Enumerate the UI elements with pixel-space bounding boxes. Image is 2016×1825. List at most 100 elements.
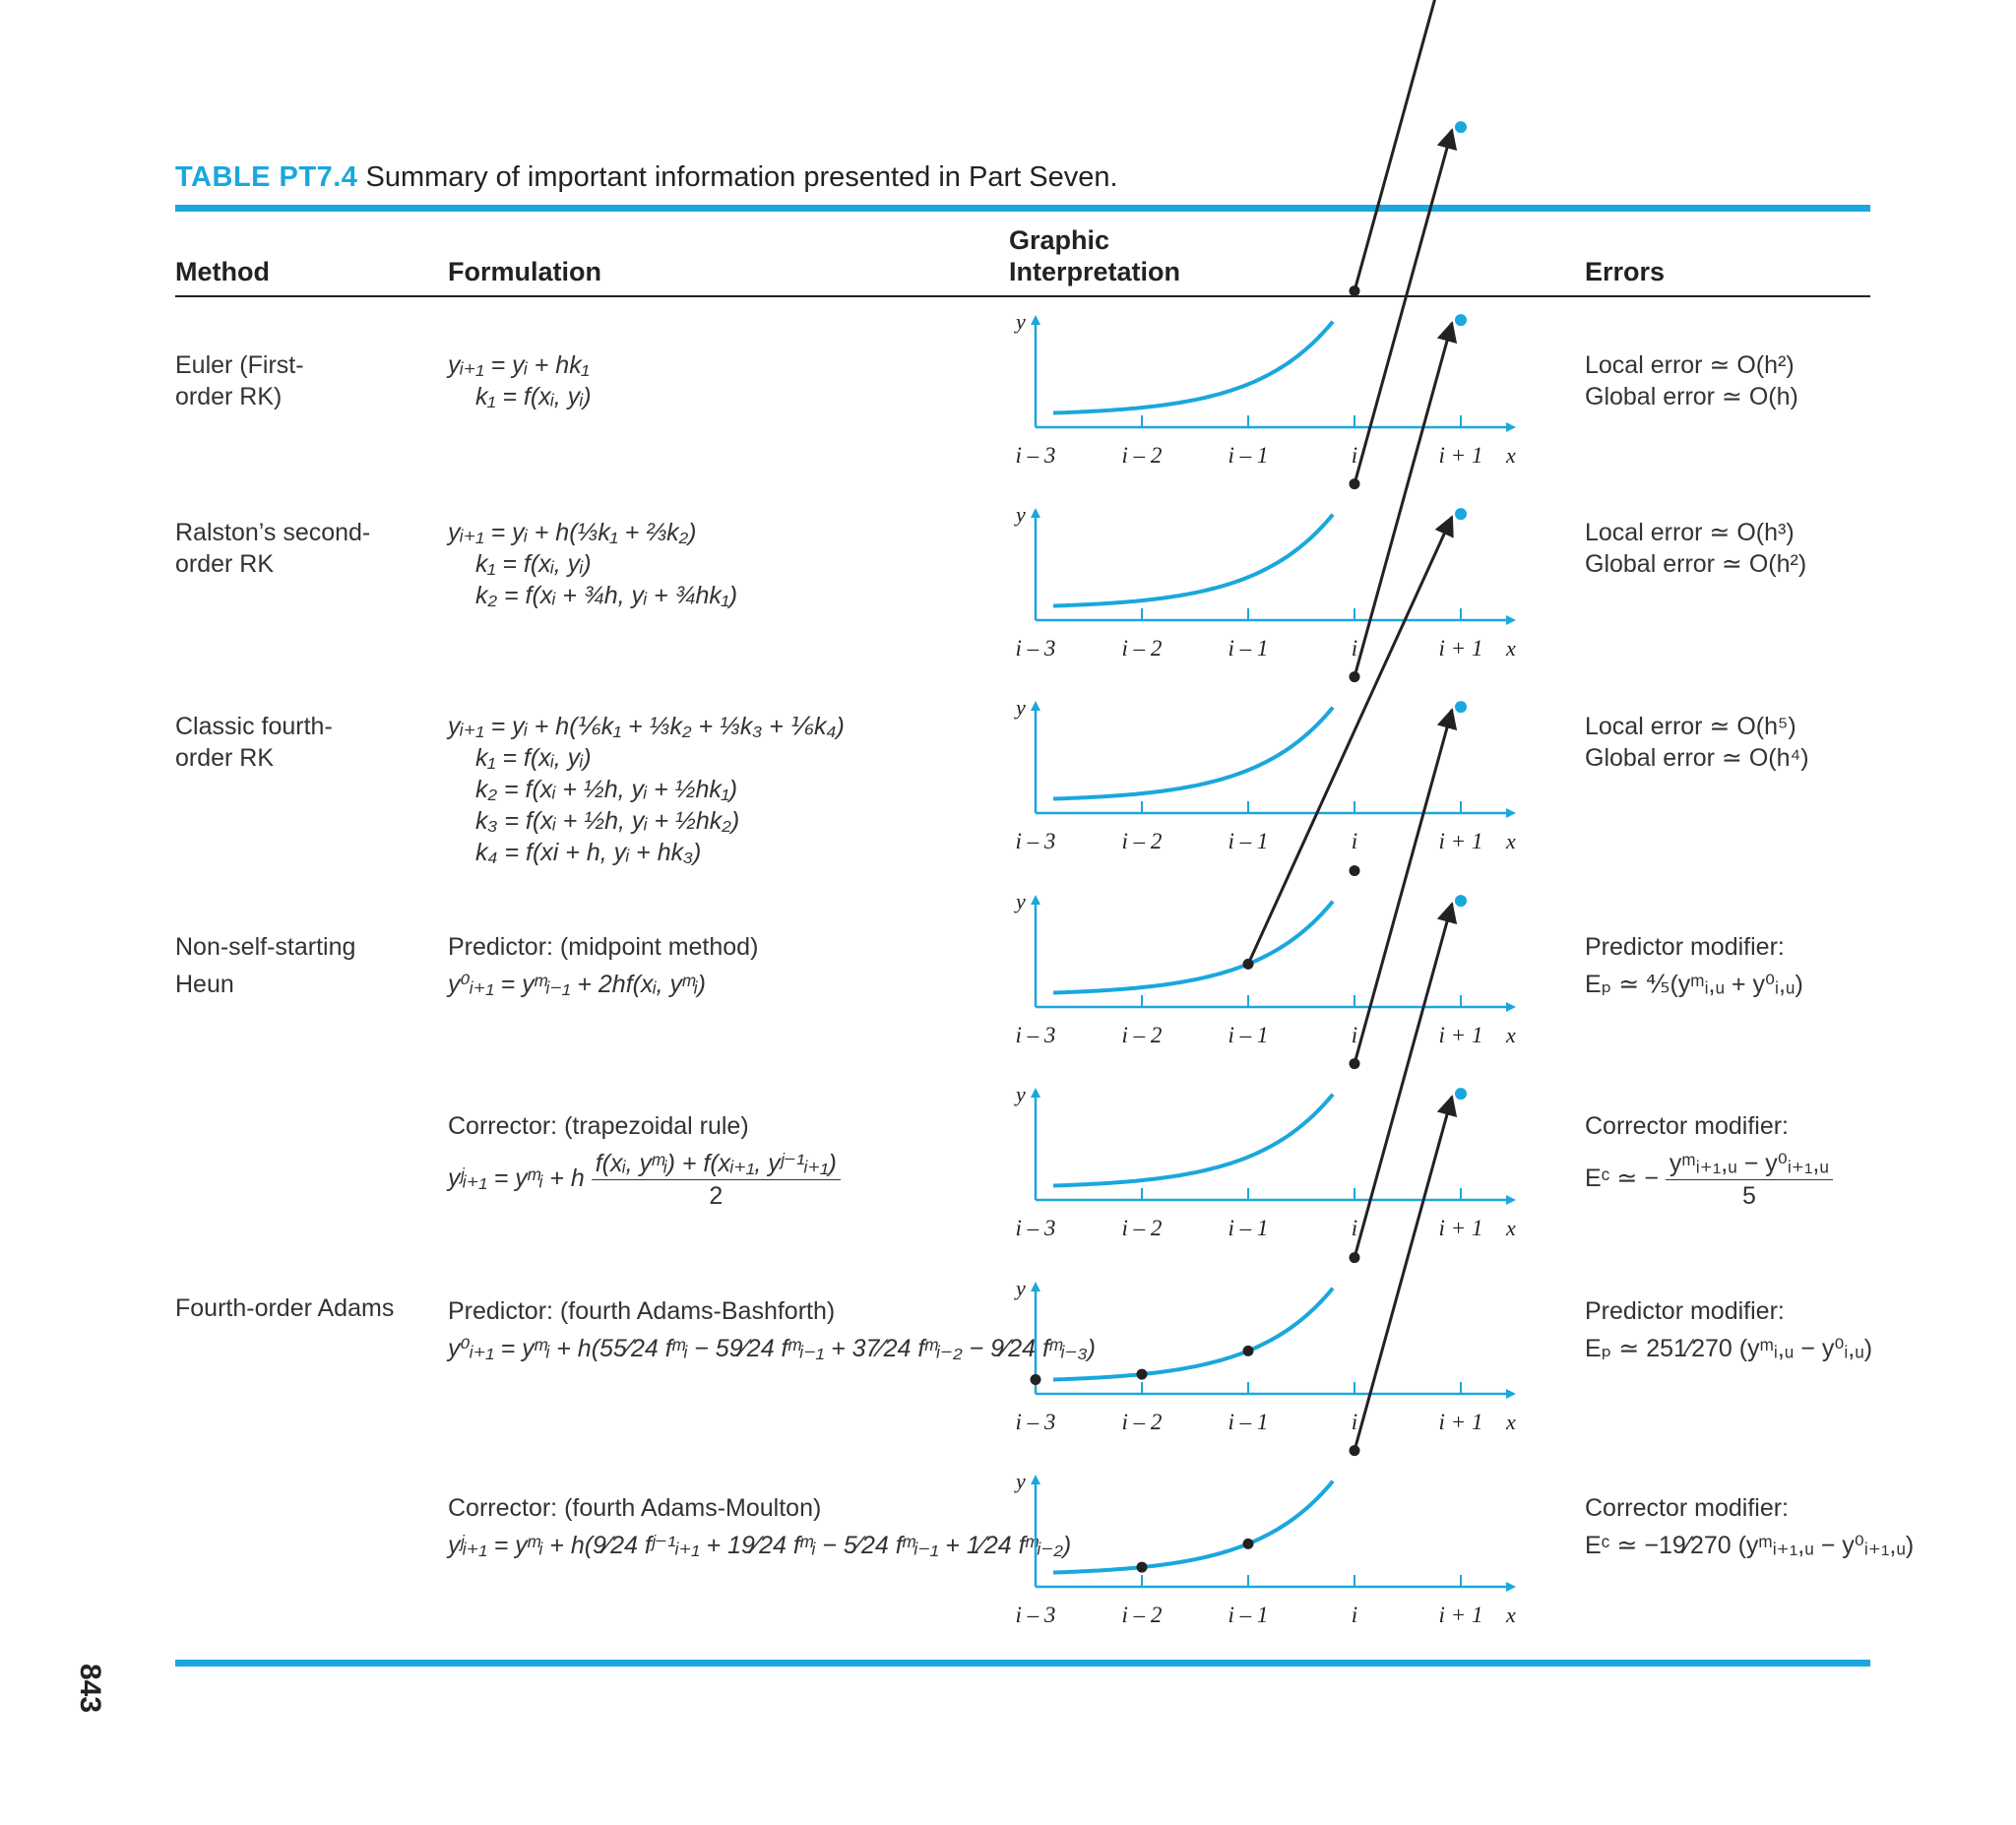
- x-tick-label: i – 2: [1122, 636, 1163, 661]
- method-line: Fourth-order Adams: [175, 1294, 395, 1322]
- x-tick-label: i – 3: [1016, 1216, 1056, 1240]
- x-tick-label: i – 2: [1122, 1410, 1163, 1434]
- x-tick-label: i – 1: [1228, 829, 1269, 853]
- data-point: [1242, 1345, 1254, 1356]
- y-axis-arrow: [1031, 1282, 1040, 1291]
- formula-line: y⁰ᵢ₊₁ = yᵐᵢ₋₁ + 2hf(xᵢ, yᵐᵢ): [448, 971, 706, 998]
- solution-curve: [1052, 1479, 1335, 1575]
- formula-adams-corrector: Corrector: (fourth Adams-Moulton) yʲᵢ₊₁ …: [448, 1489, 1071, 1564]
- data-point: [1136, 1561, 1148, 1573]
- graph-svg: y x i – 3 i – 2 i – 1 i i + 1: [1014, 0, 1516, 468]
- errors-ralston: Local error ≃ O(h³) Global error ≃ O(h²): [1585, 517, 1806, 580]
- page-number: 843: [74, 1664, 106, 1714]
- formula-line: k₄ = f(xi + h, yᵢ + hk₃): [475, 839, 702, 866]
- x-axis-label: x: [1505, 1023, 1516, 1047]
- start-point: [1242, 958, 1254, 970]
- error-line: Eₚ ≃ ⅘(yᵐᵢ,ᵤ + y⁰ᵢ,ᵤ): [1585, 971, 1803, 998]
- slope-arrow: [1353, 708, 1458, 1064]
- method-ralston: Ralston’s second- order RK: [175, 517, 370, 580]
- formula-line: k₁ = f(xᵢ, yᵢ): [475, 744, 592, 772]
- method-heun: Non-self-starting Heun: [175, 928, 355, 1003]
- formula-line: yʲᵢ₊₁ = yᵐᵢ + h(9⁄24 fʲ⁻¹ᵢ₊₁ + 19⁄24 fᵐᵢ…: [448, 1532, 1072, 1559]
- x-tick-label: i + 1: [1439, 636, 1483, 661]
- slope-arrow: [1353, 128, 1458, 484]
- x-axis-arrow: [1506, 1002, 1516, 1012]
- x-axis-arrow: [1506, 422, 1516, 432]
- graph-svg: y x i – 3 i – 2 i – 1 i i + 1: [1014, 1088, 1516, 1627]
- predicted-point: [1455, 895, 1467, 908]
- error-line: Local error ≃ O(h³): [1585, 519, 1795, 546]
- formula-lhs: yʲᵢ₊₁ = yᵐᵢ + h: [448, 1164, 585, 1193]
- method-line: Classic fourth-: [175, 713, 333, 740]
- fraction-numerator: f(xᵢ, yᵐᵢ) + f(xᵢ₊₁, yʲ⁻¹ᵢ₊₁): [591, 1148, 841, 1180]
- x-tick-label: i – 3: [1016, 1603, 1056, 1627]
- method-line: order RK): [175, 383, 283, 410]
- y-axis-label: y: [1014, 1082, 1026, 1106]
- graph-svg: y x i – 3 i – 2 i – 1 i i + 1: [1014, 895, 1516, 1434]
- bottom-rule: [175, 1660, 1870, 1667]
- method-line: order RK: [175, 744, 275, 772]
- errors-heun-corrector: Corrector modifier: Eᶜ ≃ − yᵐᵢ₊₁,ᵤ − y⁰ᵢ…: [1585, 1110, 1833, 1212]
- data-point: [1242, 1538, 1254, 1549]
- errors-adams-predictor: Predictor modifier: Eₚ ≃ 251⁄270 (yᵐᵢ,ᵤ …: [1585, 1292, 1872, 1367]
- fraction-numerator: yᵐᵢ₊₁,ᵤ − y⁰ᵢ₊₁,ᵤ: [1665, 1148, 1833, 1180]
- x-tick-label: i – 1: [1228, 1023, 1269, 1047]
- slope-arrow: [1353, 1095, 1458, 1451]
- x-tick-label: i: [1352, 443, 1357, 468]
- table-caption-text: Summary of important information present…: [365, 161, 1118, 193]
- x-tick-label: i – 3: [1016, 443, 1056, 468]
- formula-adams-predictor: Predictor: (fourth Adams-Bashforth) y⁰ᵢ₊…: [448, 1292, 1096, 1367]
- method-line: order RK: [175, 550, 275, 578]
- error-line: Corrector modifier:: [1585, 1112, 1789, 1140]
- solution-curve: [1052, 320, 1335, 415]
- formula-line: y⁰ᵢ₊₁ = yᵐᵢ + h(55⁄24 fᵐᵢ − 59⁄24 fᵐᵢ₋₁ …: [448, 1335, 1096, 1362]
- x-tick-label: i – 3: [1016, 829, 1056, 853]
- x-tick-label: i + 1: [1439, 1603, 1483, 1627]
- x-tick-label: i + 1: [1439, 1216, 1483, 1240]
- error-lhs: Eᶜ ≃ −: [1585, 1164, 1659, 1193]
- formula-rk4: yᵢ₊₁ = yᵢ + h(⅙k₁ + ⅓k₂ + ⅓k₃ + ⅙k₄) k₁ …: [448, 711, 845, 868]
- predicted-point: [1455, 508, 1467, 521]
- graph-heun-corrector: y x i – 3 i – 2 i – 1 i i + 1: [1004, 701, 1555, 1253]
- predicted-point: [1455, 314, 1467, 327]
- y-axis-arrow: [1031, 1475, 1040, 1484]
- x-tick-label: i – 2: [1122, 829, 1163, 853]
- method-rk4: Classic fourth- order RK: [175, 711, 333, 774]
- predicted-point: [1455, 121, 1467, 134]
- graph-svg: y x i – 3 i – 2 i – 1 i i + 1: [1014, 508, 1516, 1047]
- x-axis-label: x: [1505, 1216, 1516, 1240]
- error-line: Corrector modifier:: [1585, 1494, 1789, 1522]
- slope-arrow: [1353, 321, 1458, 677]
- y-axis-arrow: [1031, 315, 1040, 325]
- formula-heun-corrector: Corrector: (trapezoidal rule) yʲᵢ₊₁ = yᵐ…: [448, 1110, 841, 1212]
- x-tick-label: i: [1352, 829, 1357, 853]
- x-axis-arrow: [1506, 1582, 1516, 1592]
- errors-rk4: Local error ≃ O(h⁵) Global error ≃ O(h⁴): [1585, 711, 1809, 774]
- graph-svg: y x i – 3 i – 2 i – 1 i i + 1: [1014, 701, 1516, 1240]
- method-line: Euler (First-: [175, 351, 304, 379]
- data-point: [1136, 1368, 1148, 1380]
- slope-arrow: [1353, 902, 1458, 1258]
- formula-line: Predictor: (fourth Adams-Bashforth): [448, 1297, 836, 1325]
- x-axis-label: x: [1505, 1410, 1516, 1434]
- solution-curve: [1052, 706, 1335, 801]
- x-tick-label: i – 1: [1228, 443, 1269, 468]
- error-line: Local error ≃ O(h²): [1585, 351, 1795, 379]
- error-line: Local error ≃ O(h⁵): [1585, 713, 1796, 740]
- start-point: [1349, 285, 1360, 297]
- graph-adams-corrector: y x i – 3 i – 2 i – 1 i i + 1: [1004, 1088, 1555, 1640]
- header-formulation: Formulation: [448, 257, 601, 286]
- header-graphic-line2: Interpretation: [1009, 257, 1181, 286]
- formula-line: yᵢ₊₁ = yᵢ + hk₁: [448, 351, 590, 379]
- x-tick-label: i + 1: [1439, 829, 1483, 853]
- header-rule: [175, 295, 1870, 297]
- formula-line: k₂ = f(xᵢ + ½h, yᵢ + ½hk₁): [475, 776, 738, 803]
- formula-line: k₃ = f(xᵢ + ½h, yᵢ + ½hk₂): [475, 807, 740, 835]
- data-point: [1349, 865, 1360, 877]
- solution-curve: [1052, 513, 1335, 608]
- table-tag: TABLE PT7.4: [175, 161, 358, 193]
- x-tick-label: i: [1352, 636, 1357, 661]
- y-axis-arrow: [1031, 1088, 1040, 1098]
- formula-line: yᵢ₊₁ = yᵢ + h(⅙k₁ + ⅓k₂ + ⅓k₃ + ⅙k₄): [448, 713, 845, 740]
- y-axis-arrow: [1031, 895, 1040, 905]
